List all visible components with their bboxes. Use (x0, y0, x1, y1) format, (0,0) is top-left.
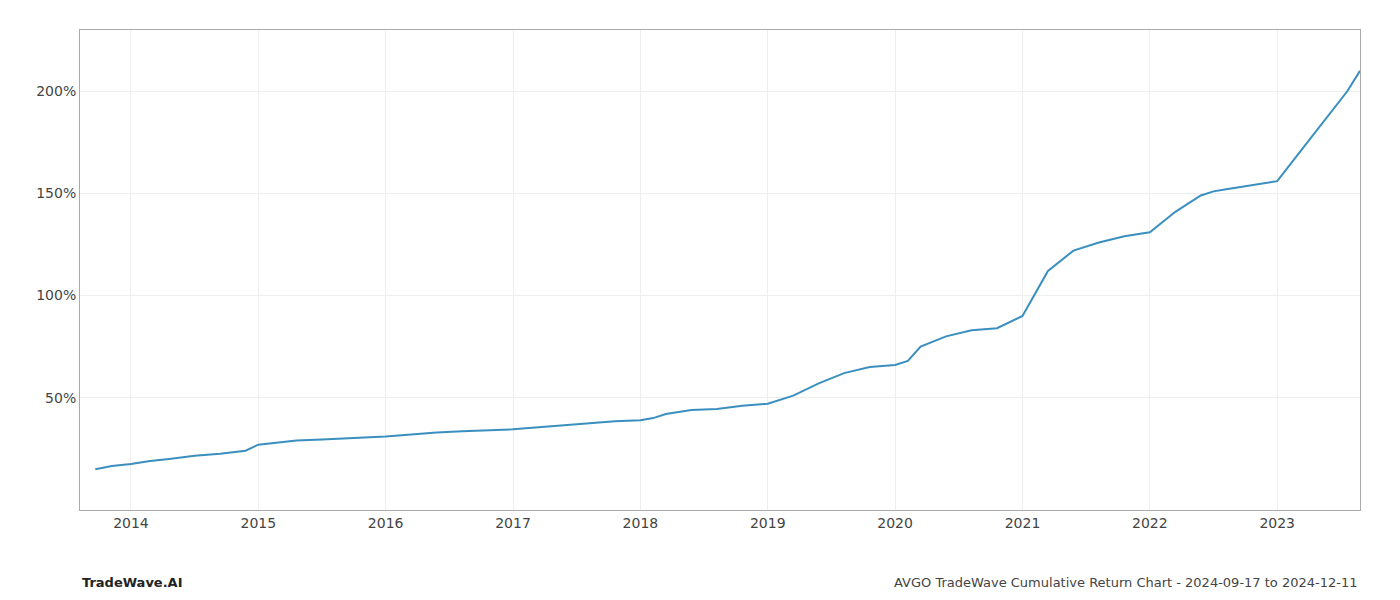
svg-text:2023: 2023 (1259, 515, 1295, 531)
svg-text:2015: 2015 (240, 515, 276, 531)
svg-text:100%: 100% (36, 287, 76, 303)
svg-text:TradeWave.AI: TradeWave.AI (82, 575, 183, 590)
svg-text:2021: 2021 (1005, 515, 1041, 531)
svg-text:2018: 2018 (623, 515, 659, 531)
svg-text:2014: 2014 (113, 515, 149, 531)
svg-text:2020: 2020 (877, 515, 913, 531)
svg-text:150%: 150% (36, 185, 76, 201)
svg-text:200%: 200% (36, 83, 76, 99)
svg-text:AVGO TradeWave Cumulative Retu: AVGO TradeWave Cumulative Return Chart -… (894, 575, 1358, 590)
svg-text:50%: 50% (45, 390, 76, 406)
svg-text:2022: 2022 (1132, 515, 1168, 531)
svg-text:2016: 2016 (368, 515, 404, 531)
svg-text:2019: 2019 (750, 515, 786, 531)
svg-text:2017: 2017 (495, 515, 531, 531)
